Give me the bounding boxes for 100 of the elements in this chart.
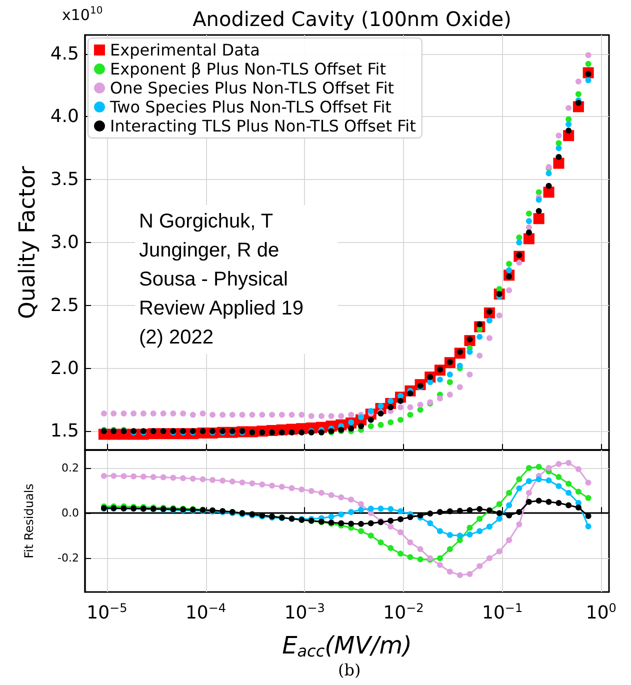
point [110, 472, 117, 479]
point [456, 508, 463, 514]
point [566, 502, 572, 508]
y-tick-label: -0.2 [58, 552, 79, 565]
point [496, 312, 502, 318]
point [575, 488, 582, 495]
point [516, 240, 522, 246]
point [496, 548, 502, 554]
text: (b) [338, 660, 361, 680]
point [446, 372, 453, 378]
point [308, 488, 314, 494]
point [338, 413, 344, 420]
point [585, 513, 592, 520]
point [446, 546, 453, 552]
point [417, 546, 424, 552]
y-tick-label: 2.0 [50, 358, 79, 379]
point [378, 539, 384, 546]
point [407, 554, 414, 560]
point [100, 472, 107, 479]
point [585, 77, 592, 84]
point [278, 484, 285, 490]
point [536, 189, 542, 196]
y-tick-label: 3.0 [50, 232, 79, 253]
point [496, 510, 502, 516]
point [526, 490, 532, 496]
point [556, 140, 562, 146]
point [506, 502, 512, 508]
point [427, 379, 434, 386]
point [398, 404, 404, 410]
legend-label: Interacting TLS Plus Non-TLS Offset Fit [110, 116, 416, 136]
point [150, 474, 156, 480]
point [536, 464, 542, 470]
point [575, 504, 582, 510]
point [368, 532, 374, 539]
point [348, 520, 354, 527]
point [556, 500, 562, 506]
point [506, 512, 512, 518]
point [407, 539, 414, 546]
point [407, 514, 414, 520]
point [436, 376, 443, 383]
point [388, 545, 394, 552]
point [150, 410, 156, 417]
point [585, 495, 592, 502]
point [486, 555, 492, 562]
point [575, 78, 582, 85]
point [140, 474, 146, 480]
point [427, 510, 434, 517]
y-axis-title: Fit Residuals [22, 484, 36, 558]
point [328, 514, 334, 520]
point [358, 528, 364, 534]
point [269, 412, 276, 418]
point [348, 508, 354, 515]
point [398, 508, 404, 514]
point [446, 568, 453, 575]
point [585, 480, 592, 486]
point [100, 410, 107, 417]
point [516, 508, 522, 515]
point [388, 404, 394, 410]
point [358, 501, 364, 508]
point [398, 416, 404, 423]
point [436, 395, 443, 402]
point [533, 213, 544, 224]
point [120, 410, 127, 417]
point [120, 473, 127, 480]
point [229, 412, 236, 418]
point [160, 410, 166, 417]
point [566, 104, 572, 111]
point [259, 412, 266, 418]
point [546, 465, 552, 472]
point [516, 234, 522, 240]
point [496, 516, 502, 522]
point [585, 60, 592, 67]
point [348, 412, 354, 418]
point [575, 91, 582, 98]
point [566, 460, 572, 466]
point [585, 523, 592, 530]
point [190, 412, 196, 418]
point [526, 210, 532, 217]
point [566, 121, 572, 128]
point [210, 412, 216, 418]
legend-label: Exponent β Plus Non-TLS Offset Fit [110, 60, 386, 78]
point [585, 52, 592, 58]
point [446, 532, 453, 538]
point [229, 478, 236, 485]
point [358, 506, 364, 513]
point [476, 506, 483, 512]
point [476, 528, 483, 534]
point [308, 413, 314, 420]
point [556, 154, 562, 160]
point [358, 520, 364, 527]
point [318, 413, 324, 420]
y-tick-label: 4.0 [50, 106, 79, 128]
point [566, 128, 572, 134]
legend-label: Two Species Plus Non-TLS Offset Fit [109, 98, 392, 116]
point [526, 218, 532, 224]
point [543, 186, 554, 198]
point [249, 412, 256, 418]
y-tick-label: 1.5 [50, 420, 79, 442]
point [160, 474, 166, 480]
point [486, 335, 492, 342]
